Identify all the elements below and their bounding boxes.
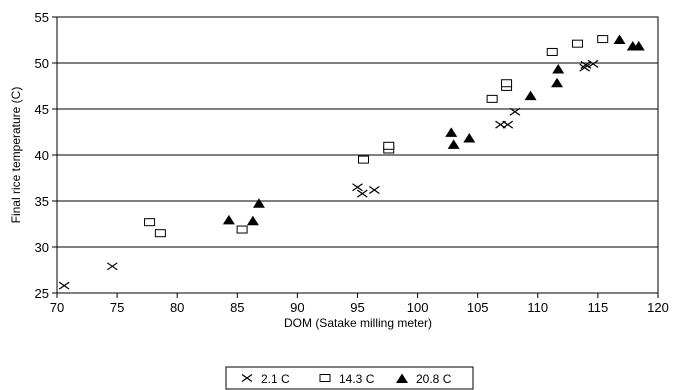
square-point xyxy=(501,79,513,88)
legend-item-2-1c: 2.1 C xyxy=(241,372,290,386)
legend-label-20-8c: 20.8 C xyxy=(416,372,452,386)
x-tick-label: 85 xyxy=(230,300,244,315)
x-axis: 70 75 80 85 90 95 100 105 110 115 120 xyxy=(50,293,669,315)
legend-label-2-1c: 2.1 C xyxy=(261,372,290,386)
legend: 2.1 C 14.3 C 20.8 C xyxy=(225,366,474,390)
legend-item-14-3c: 14.3 C xyxy=(319,372,375,386)
triangle-point xyxy=(552,63,565,74)
y-tick-label: 55 xyxy=(35,10,49,25)
y-axis: 25 30 35 40 45 50 55 xyxy=(35,10,57,301)
legend-square-glyph xyxy=(319,374,331,382)
x-tick-label: 95 xyxy=(350,300,364,315)
x-point xyxy=(352,183,363,192)
x-point xyxy=(579,63,591,72)
legend-triangle-glyph xyxy=(396,373,408,383)
x-tick-label: 100 xyxy=(407,300,429,315)
gridlines xyxy=(57,62,658,248)
y-tick-label: 40 xyxy=(35,148,49,163)
legend-x-glyph xyxy=(241,374,253,382)
triangle-point xyxy=(551,77,564,88)
x-tick-label: 115 xyxy=(588,300,609,315)
triangle-point xyxy=(246,215,259,226)
square-point xyxy=(546,47,558,56)
legend-x-marker xyxy=(241,374,253,382)
x-tick-label: 105 xyxy=(467,300,489,315)
x-point xyxy=(58,281,70,290)
square-point xyxy=(236,225,248,234)
y-tick-label: 35 xyxy=(35,194,49,209)
y-axis-title: Final rice temperature (C) xyxy=(9,87,23,224)
triangle-point xyxy=(613,34,626,44)
triangle-point xyxy=(222,214,235,225)
triangle-point xyxy=(632,40,645,51)
square-point xyxy=(486,94,498,103)
x-point xyxy=(587,59,599,68)
x-point xyxy=(106,262,118,271)
square-point xyxy=(144,218,156,227)
square-point xyxy=(383,141,395,150)
y-tick-label: 45 xyxy=(35,102,49,117)
x-tick-label: 90 xyxy=(290,300,304,315)
x-point xyxy=(502,120,514,129)
y-tick-label: 50 xyxy=(35,56,49,71)
triangle-point xyxy=(252,198,265,208)
legend-square-marker xyxy=(319,374,331,382)
x-tick-label: 80 xyxy=(170,300,184,315)
square-point xyxy=(571,39,583,48)
x-point xyxy=(356,189,368,198)
legend-label-14-3c: 14.3 C xyxy=(339,372,375,386)
x-point xyxy=(509,107,521,116)
legend-triangle-marker xyxy=(396,373,408,383)
x-point xyxy=(368,185,380,194)
data-points xyxy=(58,34,645,290)
square-point xyxy=(597,35,609,44)
y-tick-label: 30 xyxy=(35,240,49,255)
x-tick-label: 75 xyxy=(110,300,124,315)
triangle-point xyxy=(524,90,537,101)
x-axis-title: DOM (Satake milling meter) xyxy=(284,316,432,330)
triangle-point xyxy=(463,132,476,143)
triangle-point xyxy=(445,127,458,137)
x-tick-label: 110 xyxy=(527,300,548,315)
triangle-point xyxy=(447,139,460,149)
legend-item-20-8c: 20.8 C xyxy=(396,372,452,386)
legend-box xyxy=(225,366,474,390)
square-point xyxy=(154,229,166,238)
x-tick-label: 120 xyxy=(647,300,669,315)
y-tick-label: 25 xyxy=(35,286,49,301)
square-point xyxy=(358,155,370,164)
x-tick-label: 70 xyxy=(50,300,64,315)
